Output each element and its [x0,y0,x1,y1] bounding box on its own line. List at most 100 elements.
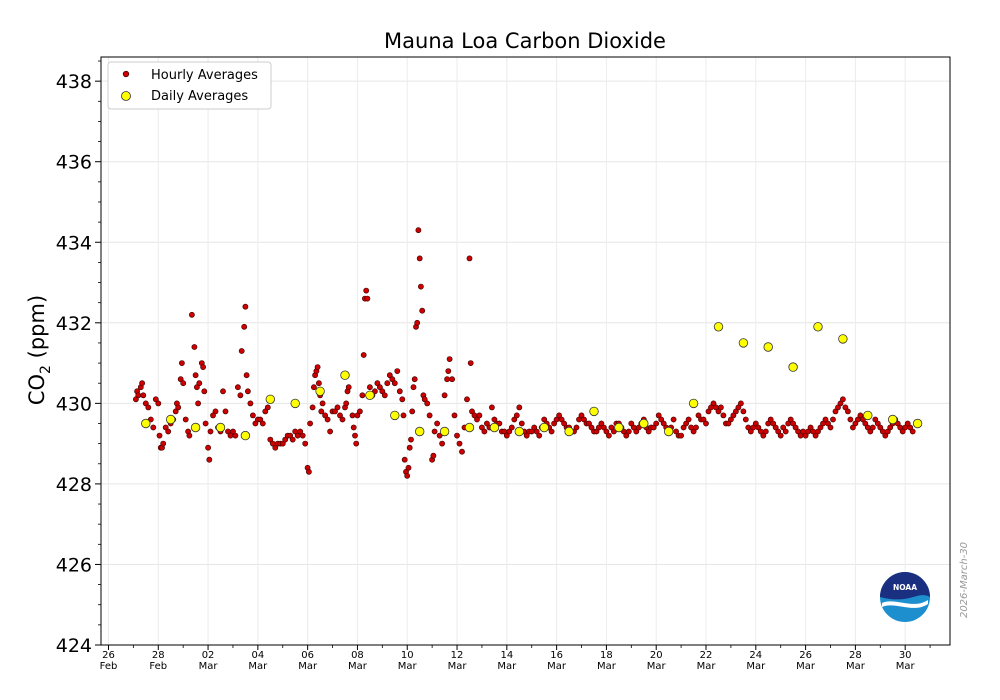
daily-point [912,418,923,429]
daily-point [240,430,251,441]
hourly-point [319,400,326,407]
x-tick-label-day: 02 [202,650,215,661]
hourly-point [315,380,322,387]
hourly-point [777,432,784,439]
hourly-point [349,412,356,419]
daily-point [190,422,201,433]
hourly-point [222,408,229,415]
daily-point [863,410,873,421]
hourly-point [272,444,279,451]
hourly-point [150,424,157,431]
hourly-point [160,440,167,447]
hourly-point [678,432,684,439]
hourly-point [603,428,610,435]
hourly-point [350,424,357,431]
daily-point [838,334,848,344]
hourly-point [318,408,325,415]
hourly-point [670,416,677,423]
daily-point [738,338,749,348]
hourly-point [857,412,864,419]
hourly-point [191,344,198,350]
hourly-point [399,396,406,403]
x-tick-label-month: Mar [248,661,268,672]
x-tick-label-day: 14 [500,650,513,661]
x-tick-label-day: 30 [899,650,912,661]
daily-series [141,322,923,441]
hourly-point [548,428,555,435]
hourly-point [454,432,460,439]
hourly-point [451,412,458,419]
hourly-point [309,404,316,411]
x-tick-label-day: 12 [451,650,464,661]
daily-point [390,410,400,421]
hourly-point [307,420,313,427]
hourly-point [360,352,367,358]
daily-point [813,322,823,332]
hourly-point [352,432,358,439]
hourly-point [232,432,239,439]
y-tick-label: 430 [56,393,92,415]
hourly-point [237,392,244,399]
x-tick-label-day: 04 [251,650,264,661]
hourly-point [476,412,483,419]
x-tick-label-month: Mar [746,661,766,672]
hourly-point [606,432,612,439]
hourly-point [516,404,523,411]
daily-point [464,422,475,433]
hourly-point [845,408,851,415]
hourly-point [249,412,256,419]
hourly-point [206,456,213,463]
x-tick-label-day: 06 [301,650,314,661]
hourly-point [356,408,363,415]
hourly-point [508,424,515,431]
x-tick-label-month: Mar [796,661,816,672]
daily-point [788,362,798,372]
hourly-point [186,432,193,439]
x-tick-label-day: 10 [401,650,414,661]
hourly-point [693,424,699,431]
hourly-point [410,384,417,391]
y-axis-label: CO2 (ppm) [25,295,54,405]
daily-point [688,398,699,409]
hourly-point [241,323,248,330]
hourly-point [396,388,403,395]
x-tick-label-day: 20 [650,650,663,661]
hourly-point [466,255,473,262]
hourly-point [830,416,836,423]
x-tick-label-month: Mar [896,661,916,672]
hourly-point [234,384,241,391]
hourly-point [459,448,465,455]
x-tick-label-day: 28 [152,650,165,661]
y-axis: 424 426 428 430 432 434 436 438 [56,60,101,657]
legend-daily-label: Daily Averages [151,89,248,104]
grid-lines [101,57,950,646]
hourly-point [343,400,350,407]
x-tick-label-month: Mar [398,661,418,672]
daily-point [614,422,624,433]
hourly-point [314,364,321,370]
y-axis-label-rest: (ppm) [25,295,49,365]
y-tick-label: 428 [56,474,92,496]
y-tick-label: 432 [56,313,92,335]
hourly-point [415,227,422,234]
hourly-point [653,420,660,427]
x-tick-label-day: 26 [799,650,812,661]
hourly-point [238,348,245,354]
hourly-point [518,420,525,427]
hourly-point [536,432,543,439]
hourly-point [140,392,147,399]
daily-point [439,426,450,437]
hourly-point [247,400,254,407]
hourly-point [882,432,889,439]
plot-area [100,56,951,646]
x-tick-label-day: 22 [700,650,713,661]
hourly-point [625,428,632,435]
hourly-point [523,432,530,439]
daily-point [215,422,226,433]
hourly-point [188,311,195,318]
hourly-series [132,227,916,479]
hourly-point [869,424,876,431]
x-tick-label-month: Mar [298,661,318,672]
hourly-point [802,432,809,439]
hourly-point [322,412,328,419]
